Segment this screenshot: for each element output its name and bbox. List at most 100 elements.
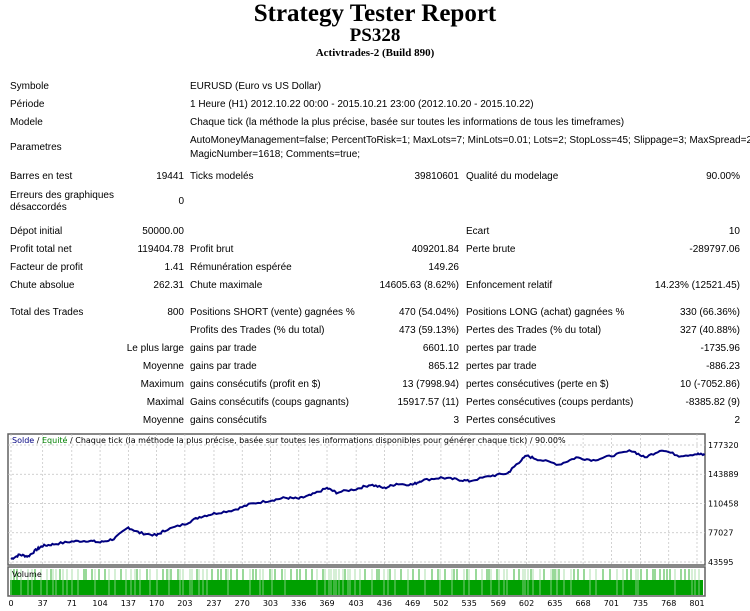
params-line2: MagicNumber=1618; Comments=true; <box>190 149 361 160</box>
x-tick-label: 270 <box>235 599 250 608</box>
x-tick-label: 602 <box>519 599 534 608</box>
stat-value: Le plus large <box>126 343 184 354</box>
stat-value: 409201.84 <box>411 244 459 255</box>
y-tick-label: 77027 <box>708 529 733 538</box>
stat-value: Maximum <box>140 379 184 390</box>
report-subtitle: PS328 <box>349 25 401 46</box>
stat-label: Profit total net <box>10 244 72 255</box>
stat-value: 470 (54.04%) <box>398 307 459 318</box>
stat-label: Chute maximale <box>190 280 263 291</box>
x-tick-label: 469 <box>405 599 420 608</box>
plot-frame <box>7 433 706 566</box>
stat-label: Pertes des Trades (% du total) <box>466 325 602 336</box>
stat-value: 1.41 <box>164 262 184 273</box>
balance-line <box>10 449 706 560</box>
stat-value: Maximal <box>146 397 184 408</box>
legend-equite: Equité <box>42 435 68 445</box>
stat-value: 50000.00 <box>142 226 184 237</box>
period-label: Période <box>10 99 45 110</box>
stat-value: Moyenne <box>142 415 184 426</box>
stat-label: Barres en test <box>10 171 73 182</box>
stat-value: -8385.82 (9) <box>685 397 740 408</box>
stat-label: Total des Trades <box>10 307 84 318</box>
x-tick-label: 71 <box>67 599 77 608</box>
stat-label: Positions LONG (achat) gagnées % <box>466 307 625 318</box>
x-tick-label: 569 <box>491 599 506 608</box>
stat-value: -1735.96 <box>700 343 740 354</box>
stat-value: 3 <box>453 415 459 426</box>
stat-label: Enfoncement relatif <box>466 280 553 291</box>
stat-label: Positions SHORT (vente) gagnées % <box>190 307 355 318</box>
stat-value: 10 (-7052.86) <box>679 379 740 390</box>
x-tick-label: 436 <box>377 599 392 608</box>
x-tick-label: 137 <box>121 599 136 608</box>
report-title: Strategy Tester Report <box>253 0 497 27</box>
stat-label: Chute absolue <box>10 280 75 291</box>
stat-value: 330 (66.36%) <box>679 307 740 318</box>
stat-value: 0 <box>178 196 184 207</box>
model-value: Chaque tick (la méthode la plus précise,… <box>190 117 625 128</box>
stat-value: 262.31 <box>153 280 184 291</box>
stat-value: 473 (59.13%) <box>398 325 459 336</box>
stat-value: 327 (40.88%) <box>679 325 740 336</box>
stat-label: Rémunération espérée <box>190 262 292 273</box>
stat-value: 865.12 <box>428 361 459 372</box>
stat-label: gains consécutifs <box>190 415 267 426</box>
x-tick-label: 369 <box>319 599 334 608</box>
x-tick-label: 0 <box>8 599 13 608</box>
stat-value: 13 (7998.94) <box>402 379 459 390</box>
balance-chart: 0 37 71 104 137 170 203 237 270 303 336 369 403 436 46… <box>7 433 739 608</box>
volume-label: Volume <box>12 570 42 579</box>
stat-label: gains par trade <box>190 343 257 354</box>
broker-build: Activtrades-2 (Build 890) <box>315 47 435 59</box>
x-tick-label: 535 <box>462 599 477 608</box>
stat-label: Ticks modelés <box>190 171 254 182</box>
stat-value: 6601.10 <box>422 343 459 354</box>
stat-label: Perte brute <box>466 244 516 255</box>
x-tick-label: 237 <box>206 599 221 608</box>
stat-value: 15917.57 (11) <box>397 397 459 408</box>
stat-value: 800 <box>167 307 184 318</box>
x-tick-label: 735 <box>633 599 648 608</box>
stat-label: Facteur de profit <box>10 262 83 273</box>
x-tick-label: 203 <box>177 599 192 608</box>
stat-label: Pertes consécutives <box>466 415 556 426</box>
stat-value: 2 <box>734 415 740 426</box>
stat-value: 10 <box>728 226 740 237</box>
x-tick-label: 170 <box>149 599 164 608</box>
x-tick-label: 104 <box>92 599 107 608</box>
stat-value: 149.26 <box>428 262 459 273</box>
symbol-value: EURUSD (Euro vs US Dollar) <box>190 81 322 92</box>
x-tick-label: 403 <box>349 599 364 608</box>
stat-label: Ecart <box>466 226 490 237</box>
stat-value: 39810601 <box>414 171 460 182</box>
stat-label: pertes par trade <box>466 343 537 354</box>
stat-value: 14605.63 (8.62%) <box>379 280 459 291</box>
y-tick-label: 110458 <box>708 499 739 508</box>
chart-legend: Solde / Equité / Chaque tick (la méthode… <box>12 435 566 445</box>
stat-value: -289797.06 <box>689 244 740 255</box>
stat-value: -886.23 <box>706 361 740 372</box>
stat-value: Moyenne <box>142 361 184 372</box>
params-label: Parametres <box>10 142 62 153</box>
legend-description: / Chaque tick (la méthode la plus précis… <box>67 435 565 445</box>
stat-label: Qualité du modelage <box>466 171 559 182</box>
stat-value: 14.23% (12521.45) <box>654 280 740 291</box>
x-tick-label: 37 <box>38 599 48 608</box>
period-value: 1 Heure (H1) 2012.10.22 00:00 - 2015.10.… <box>190 99 534 110</box>
legend-separator: / <box>34 436 42 445</box>
stat-label: Gains consécutifs (coups gagnants) <box>190 397 349 408</box>
x-tick-label: 502 <box>433 599 448 608</box>
stat-label: pertes consécutives (perte en $) <box>466 379 609 390</box>
params-line1: AutoMoneyManagement=false; PercentToRisk… <box>190 135 750 146</box>
y-tick-label: 143889 <box>708 470 739 479</box>
stat-label: Pertes consécutives (coups perdants) <box>466 397 634 408</box>
stat-label: Erreurs des graphiques <box>10 190 114 201</box>
x-tick-label: 701 <box>604 599 619 608</box>
x-tick-label: 801 <box>689 599 704 608</box>
stat-label: pertes par trade <box>466 361 537 372</box>
x-tick-label: 303 <box>263 599 278 608</box>
symbol-label: Symbole <box>10 81 49 92</box>
x-tick-label: 668 <box>575 599 590 608</box>
x-tick-label: 768 <box>661 599 676 608</box>
